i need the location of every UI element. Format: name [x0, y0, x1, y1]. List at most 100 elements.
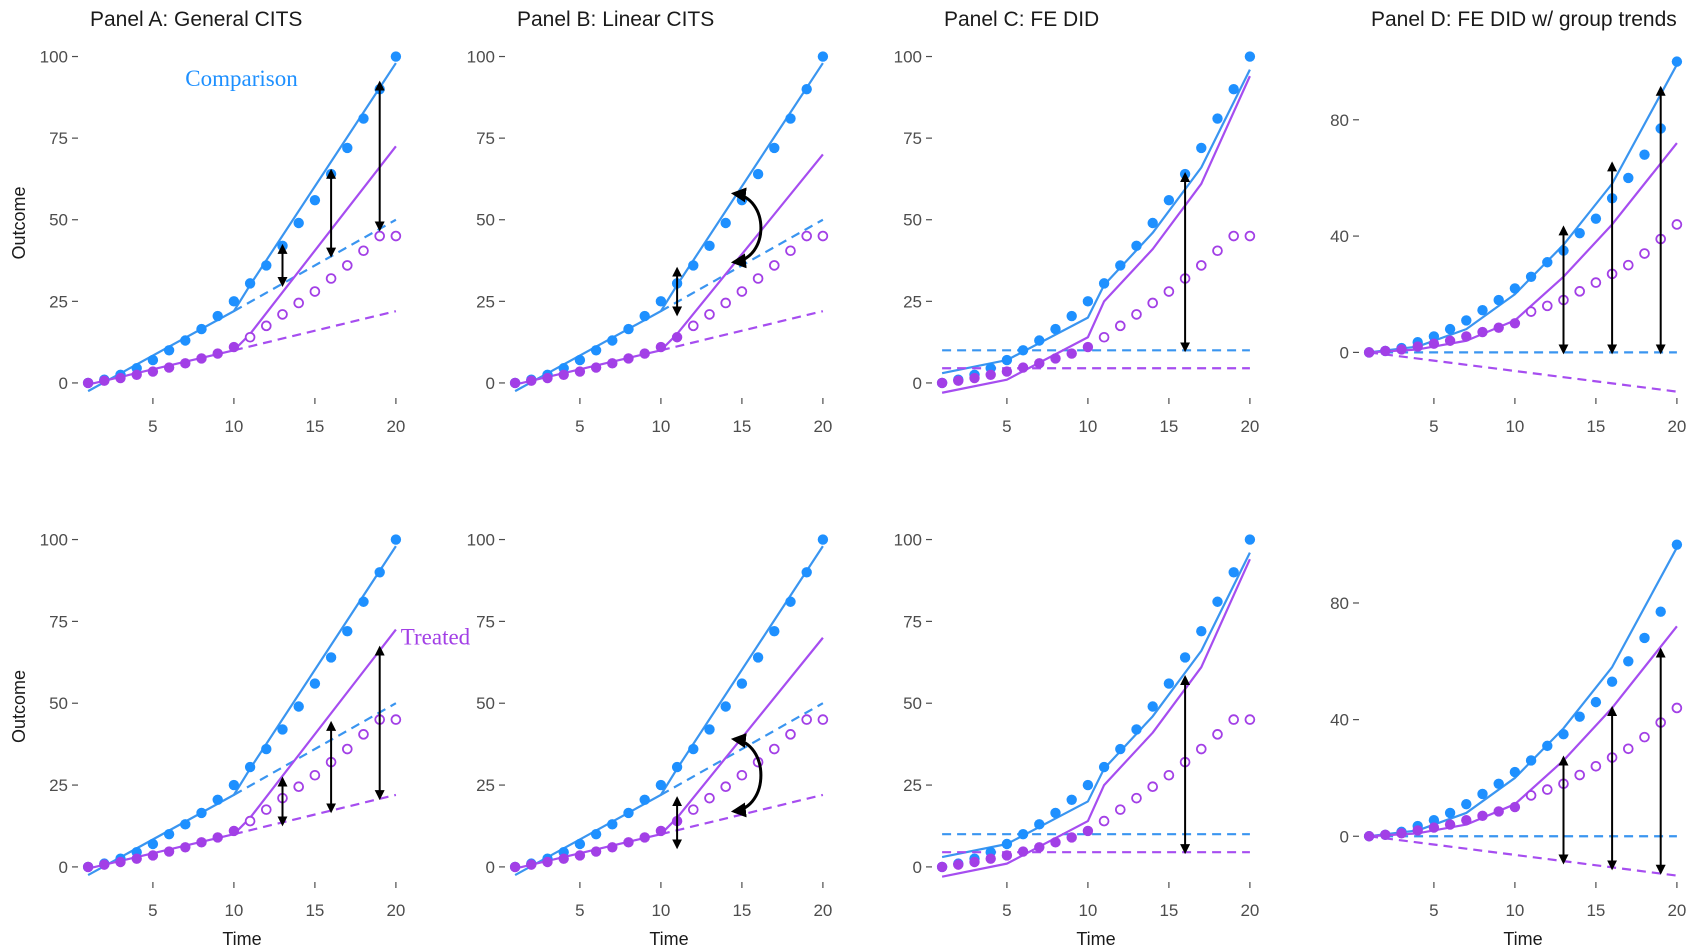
treated-point — [1428, 338, 1440, 349]
x-tick-label: 5 — [1429, 417, 1438, 436]
treated-counterfactual-line — [1368, 351, 1678, 393]
x-tick-label: 15 — [1586, 417, 1605, 436]
treated-point — [736, 769, 748, 781]
comparison-point — [655, 296, 667, 307]
treated-point — [147, 366, 159, 377]
treated-counterfactual-line — [660, 793, 824, 836]
comparison-point — [1428, 815, 1440, 826]
treated-counterfactual-line — [1368, 835, 1678, 877]
treated-point — [953, 375, 964, 386]
treated-point — [325, 273, 337, 284]
treated-point — [671, 332, 683, 343]
x-tick-label: 5 — [575, 901, 584, 920]
treated-point — [1509, 801, 1521, 813]
x-tick-label: 5 — [148, 901, 157, 920]
comparison-point — [147, 354, 159, 366]
treated-point — [99, 375, 110, 386]
treated-counterfactual-line — [660, 310, 824, 352]
x-tick-label: 10 — [1505, 901, 1524, 920]
comparison-point — [228, 296, 240, 307]
panel-title: Panel C: FE DID — [944, 8, 1099, 31]
comparison-fit-line — [87, 545, 397, 877]
treated-point — [1017, 362, 1029, 373]
treated-point — [817, 230, 829, 242]
comparison-point — [244, 278, 256, 289]
treated-point — [607, 842, 618, 853]
comparison-fit-line — [514, 62, 824, 393]
comparison-point — [358, 113, 369, 124]
treated-point — [131, 369, 142, 380]
comparison-point — [1623, 656, 1634, 667]
treated-point — [623, 353, 634, 364]
treated-fit-line — [941, 558, 1251, 878]
comparison-point — [817, 51, 829, 62]
x-tick-label: 20 — [813, 417, 832, 436]
comparison-point — [1163, 678, 1175, 689]
panel-d-row-1: Panel D: FE DID w/ group trends 0 40 80 5 10 1… — [1330, 8, 1686, 436]
comparison-counterfactual-line — [233, 702, 397, 796]
comparison-point — [163, 828, 175, 840]
comparison-point — [196, 807, 207, 819]
treated-point — [390, 714, 402, 725]
treated-counterfactual-line — [233, 793, 397, 836]
y-axis-title: Outcome — [9, 186, 29, 259]
comparison-point — [1179, 652, 1191, 663]
comparison-point — [1542, 257, 1553, 268]
treated-point — [607, 358, 618, 369]
comparison-point — [590, 828, 602, 840]
comparison-point — [1493, 294, 1504, 306]
comparison-counterfactual-line — [660, 218, 824, 313]
comparison-point — [1509, 283, 1521, 294]
y-tick-label: 25 — [476, 776, 495, 795]
y-tick-label: 25 — [903, 776, 922, 795]
treated-point — [1396, 828, 1407, 839]
comparison-point — [704, 240, 715, 252]
treated-point — [1034, 842, 1045, 853]
y-tick-label: 0 — [486, 858, 495, 877]
y-tick-label: 0 — [1340, 827, 1349, 846]
treated-point — [704, 309, 715, 320]
treated-point — [1115, 320, 1126, 332]
treated-point — [720, 781, 731, 793]
treated-point — [115, 372, 126, 384]
treated-point — [542, 372, 553, 384]
treated-point — [936, 377, 948, 389]
x-tick-label: 15 — [1159, 417, 1178, 436]
comparison-point — [1244, 534, 1256, 545]
y-axis-title: Outcome — [9, 670, 29, 743]
comparison-point — [1212, 113, 1223, 124]
treated-point — [1590, 760, 1602, 772]
comparison-point — [1228, 567, 1239, 578]
treated-fit-line — [514, 637, 824, 870]
panel-title: Panel A: General CITS — [90, 8, 302, 31]
y-tick-label: 100 — [467, 48, 495, 67]
treated-fit-line — [87, 628, 397, 870]
y-tick-label: 0 — [913, 374, 922, 393]
comparison-point — [639, 794, 650, 805]
y-tick-label: 40 — [1330, 227, 1349, 246]
comparison-point — [180, 819, 191, 830]
comparison-point — [639, 310, 650, 322]
comparison-fit-line — [1368, 64, 1678, 354]
treated-point — [985, 369, 996, 380]
comparison-point — [623, 323, 634, 335]
y-tick-label: 80 — [1330, 594, 1349, 613]
x-tick-label: 15 — [1159, 901, 1178, 920]
treated-point — [1212, 729, 1223, 740]
curved-arrow — [730, 733, 763, 818]
comparison-point — [1671, 56, 1683, 67]
x-tick-label: 5 — [148, 417, 157, 436]
treated-fit-line — [87, 145, 397, 386]
comparison-point — [1034, 819, 1045, 830]
y-tick-label: 40 — [1330, 711, 1349, 730]
comparison-point — [1574, 227, 1585, 239]
comparison-point — [293, 701, 304, 712]
comparison-point — [1671, 539, 1683, 550]
x-tick-label: 10 — [1078, 901, 1097, 920]
treated-point — [358, 245, 369, 257]
treated-point — [590, 846, 602, 857]
treated-point — [1228, 230, 1239, 242]
x-tick-label: 20 — [1667, 417, 1686, 436]
treated-point — [969, 372, 980, 384]
comparison-point — [342, 626, 353, 637]
